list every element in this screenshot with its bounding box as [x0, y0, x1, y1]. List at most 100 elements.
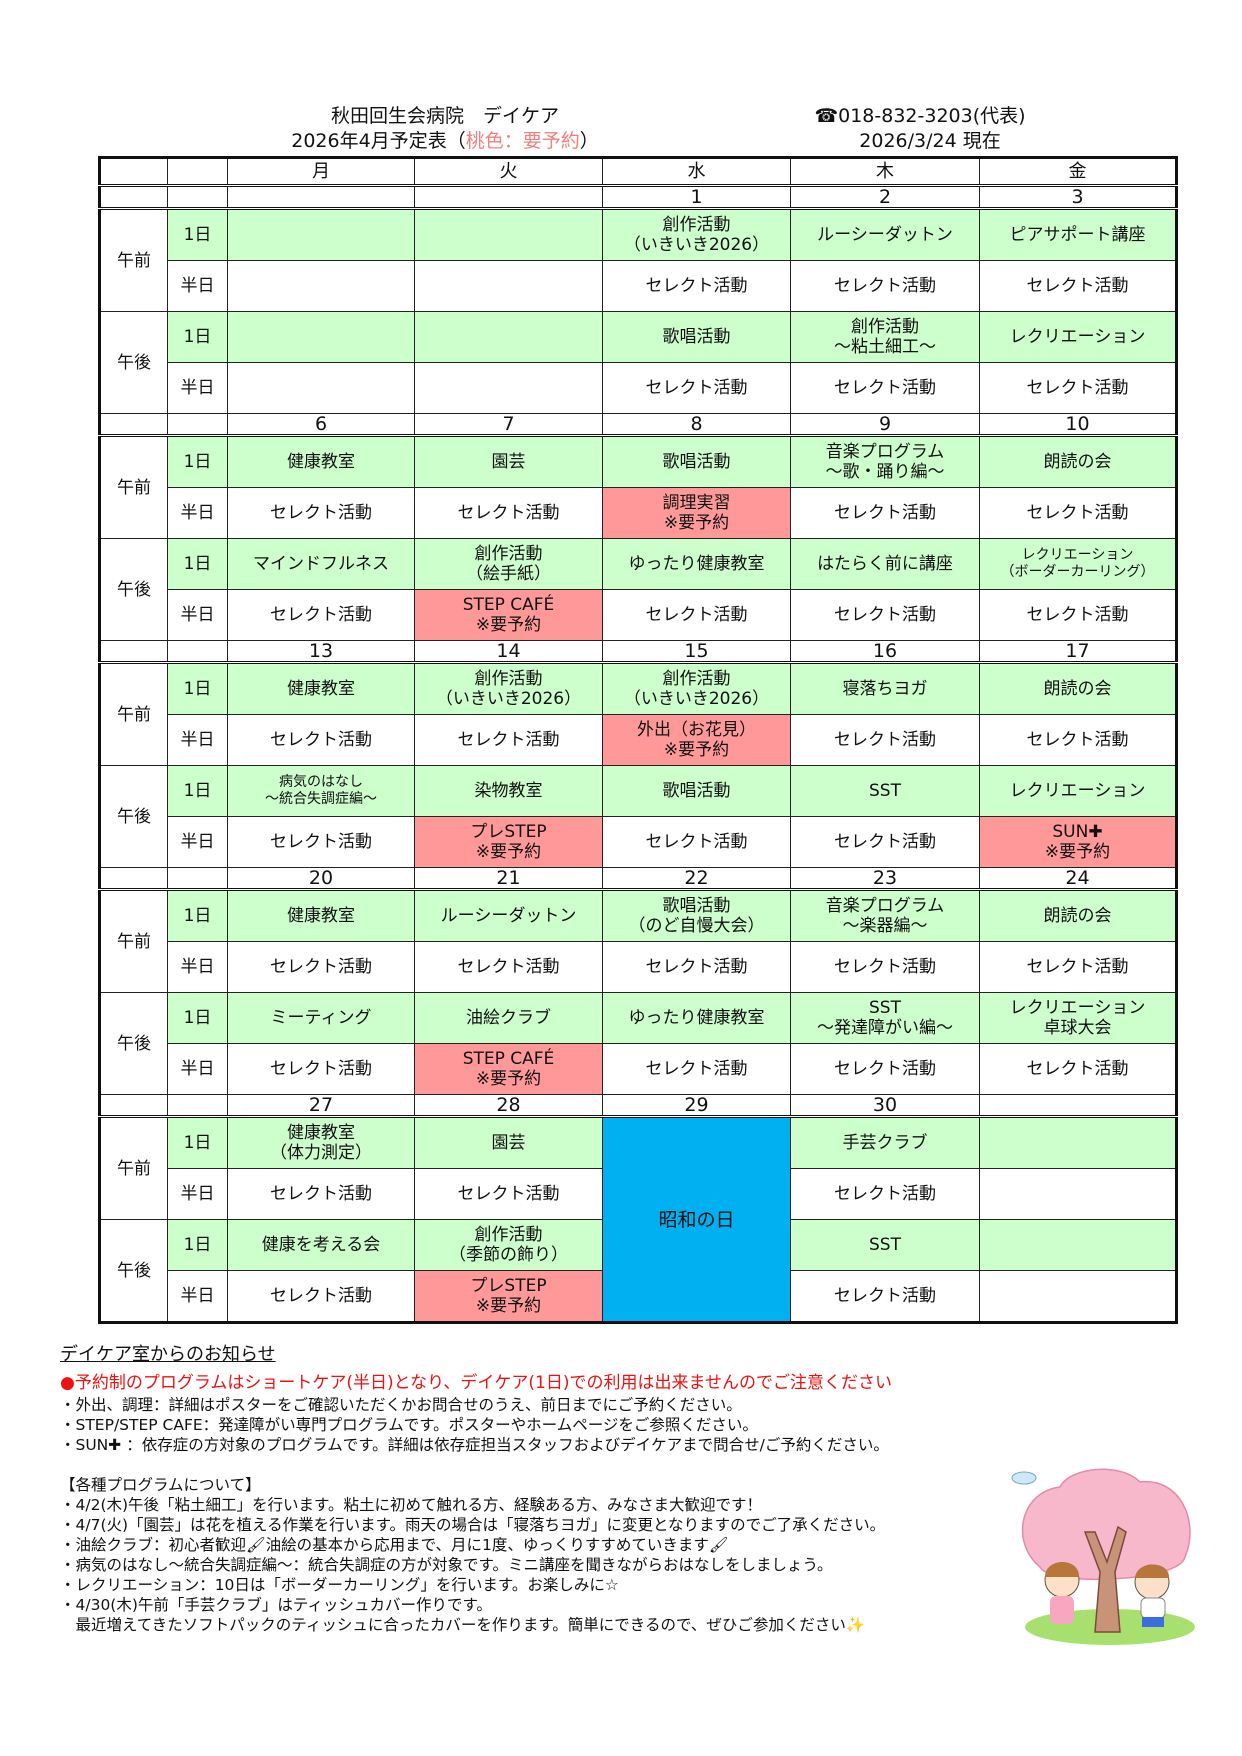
slot-label: 1日: [167, 434, 228, 488]
date-cell: 1: [602, 185, 791, 210]
program-cell[interactable]: セレクト活動: [979, 941, 1177, 993]
program-cell[interactable]: 音楽プログラム ～歌・踊り編～: [790, 434, 980, 488]
program-cell[interactable]: セレクト活動: [602, 362, 791, 414]
program-cell[interactable]: セレクト活動: [414, 1168, 603, 1220]
program-cell[interactable]: ルーシーダットン: [414, 888, 603, 942]
weekday-header: 木: [790, 157, 980, 187]
program-cell[interactable]: 歌唱活動: [602, 311, 791, 363]
program-cell[interactable]: セレクト活動: [227, 816, 415, 868]
program-cell[interactable]: セレクト活動: [790, 589, 980, 641]
program-cell[interactable]: セレクト活動: [602, 816, 791, 868]
program-cell[interactable]: 病気のはなし ～統合失調症編～: [227, 765, 415, 817]
program-cell[interactable]: セレクト活動: [414, 941, 603, 993]
program-cell[interactable]: SST ～発達障がい編～: [790, 992, 980, 1044]
program-cell[interactable]: 歌唱活動: [602, 434, 791, 488]
program-cell[interactable]: セレクト活動: [227, 1168, 415, 1220]
program-cell[interactable]: セレクト活動: [790, 1270, 980, 1323]
program-cell[interactable]: セレクト活動: [790, 714, 980, 766]
program-cell[interactable]: 創作活動 （いきいき2026）: [602, 207, 791, 261]
date-cell: 27: [227, 1094, 415, 1118]
program-cell[interactable]: 健康教室: [227, 434, 415, 488]
period-label: 午後: [99, 765, 168, 868]
program-cell[interactable]: セレクト活動: [602, 1043, 791, 1095]
program-cell[interactable]: セレクト活動: [790, 487, 980, 539]
program-cell[interactable]: 創作活動 （季節の飾り）: [414, 1219, 603, 1271]
date-cell: 3: [979, 185, 1177, 210]
program-cell[interactable]: SST: [790, 765, 980, 817]
program-cell[interactable]: セレクト活動: [602, 260, 791, 312]
program-cell[interactable]: セレクト活動: [979, 589, 1177, 641]
program-cell[interactable]: 健康教室 （体力測定）: [227, 1115, 415, 1169]
program-cell[interactable]: 園芸: [414, 1115, 603, 1169]
program-cell[interactable]: 油絵クラブ: [414, 992, 603, 1044]
program-cell[interactable]: セレクト活動: [227, 487, 415, 539]
program-cell[interactable]: セレクト活動: [414, 714, 603, 766]
program-cell[interactable]: 朗読の会: [979, 888, 1177, 942]
slot-label: 半日: [167, 714, 228, 766]
program-cell[interactable]: セレクト活動: [414, 487, 603, 539]
program-cell[interactable]: セレクト活動: [979, 487, 1177, 539]
schedule-row-pm-half: 半日 セレクト活動 STEP CAFÉ ※要予約 セレクト活動 セレクト活動 セレクト活動: [100, 1043, 1177, 1095]
blank-cell: [99, 640, 168, 664]
program-cell[interactable]: セレクト活動: [227, 941, 415, 993]
program-cell[interactable]: はたらく前に講座: [790, 538, 980, 590]
program-cell[interactable]: セレクト活動: [790, 260, 980, 312]
program-cell[interactable]: セレクト活動: [227, 714, 415, 766]
schedule-row-pm-half: 半日 セレクト活動 プレSTEP ※要予約 セレクト活動: [100, 1270, 1177, 1323]
program-cell[interactable]: 朗読の会: [979, 434, 1177, 488]
schedule-row-pm-full: 午後 1日 病気のはなし ～統合失調症編～ 染物教室 歌唱活動 SST レクリエーション: [99, 765, 1177, 868]
program-cell[interactable]: 歌唱活動: [602, 765, 791, 817]
program-cell[interactable]: STEP CAFÉ ※要予約: [414, 589, 603, 641]
program-cell[interactable]: 創作活動 ～粘土細工～: [790, 311, 980, 363]
weekday-header: 月: [227, 157, 415, 187]
program-cell[interactable]: 寝落ちヨガ: [790, 661, 980, 715]
program-cell[interactable]: セレクト活動: [602, 941, 791, 993]
program-cell[interactable]: レクリエーション 卓球大会: [979, 992, 1177, 1044]
program-cell[interactable]: セレクト活動: [790, 362, 980, 414]
program-cell[interactable]: 音楽プログラム ～楽器編～: [790, 888, 980, 942]
blank-cell: [99, 413, 168, 437]
program-cell[interactable]: 健康を考える会: [227, 1219, 415, 1271]
program-cell[interactable]: マインドフルネス: [227, 538, 415, 590]
program-cell[interactable]: 健康教室: [227, 888, 415, 942]
program-cell[interactable]: セレクト活動: [790, 941, 980, 993]
program-cell[interactable]: セレクト活動: [790, 1043, 980, 1095]
program-cell[interactable]: セレクト活動: [979, 362, 1177, 414]
slot-label: 半日: [167, 487, 228, 539]
program-cell[interactable]: 調理実習 ※要予約: [602, 487, 791, 539]
program-cell[interactable]: レクリエーション （ボーダーカーリング）: [979, 538, 1177, 590]
program-cell[interactable]: レクリエーション: [979, 765, 1177, 817]
program-cell[interactable]: ピアサポート講座: [979, 207, 1177, 261]
program-cell[interactable]: セレクト活動: [790, 1168, 980, 1220]
program-cell[interactable]: セレクト活動: [979, 714, 1177, 766]
program-cell[interactable]: 染物教室: [414, 765, 603, 817]
program-cell[interactable]: セレクト活動: [979, 1043, 1177, 1095]
slot-label: 半日: [167, 1270, 228, 1323]
program-cell[interactable]: セレクト活動: [227, 1270, 415, 1323]
program-cell[interactable]: 朗読の会: [979, 661, 1177, 715]
program-cell[interactable]: 創作活動 （いきいき2026）: [414, 661, 603, 715]
program-cell[interactable]: プレSTEP ※要予約: [414, 1270, 603, 1323]
program-cell[interactable]: 創作活動 （絵手紙）: [414, 538, 603, 590]
program-cell[interactable]: セレクト活動: [227, 1043, 415, 1095]
program-cell[interactable]: 健康教室: [227, 661, 415, 715]
program-cell[interactable]: ゆったり健康教室: [602, 538, 791, 590]
program-cell[interactable]: ミーティング: [227, 992, 415, 1044]
program-cell[interactable]: 歌唱活動 （のど自慢大会）: [602, 888, 791, 942]
program-cell[interactable]: セレクト活動: [602, 589, 791, 641]
program-cell[interactable]: セレクト活動: [227, 589, 415, 641]
program-cell[interactable]: プレSTEP ※要予約: [414, 816, 603, 868]
weekday-header: 火: [414, 157, 603, 187]
program-cell[interactable]: SST: [790, 1219, 980, 1271]
program-cell[interactable]: 手芸クラブ: [790, 1115, 980, 1169]
program-cell[interactable]: 創作活動 （いきいき2026）: [602, 661, 791, 715]
program-cell[interactable]: ゆったり健康教室: [602, 992, 791, 1044]
program-cell[interactable]: セレクト活動: [979, 260, 1177, 312]
program-cell[interactable]: STEP CAFÉ ※要予約: [414, 1043, 603, 1095]
program-cell[interactable]: 外出（お花見） ※要予約: [602, 714, 791, 766]
program-cell[interactable]: ルーシーダットン: [790, 207, 980, 261]
program-cell[interactable]: 園芸: [414, 434, 603, 488]
program-cell[interactable]: レクリエーション: [979, 311, 1177, 363]
program-cell[interactable]: SUN✚ ※要予約: [979, 816, 1177, 868]
program-cell[interactable]: セレクト活動: [790, 816, 980, 868]
